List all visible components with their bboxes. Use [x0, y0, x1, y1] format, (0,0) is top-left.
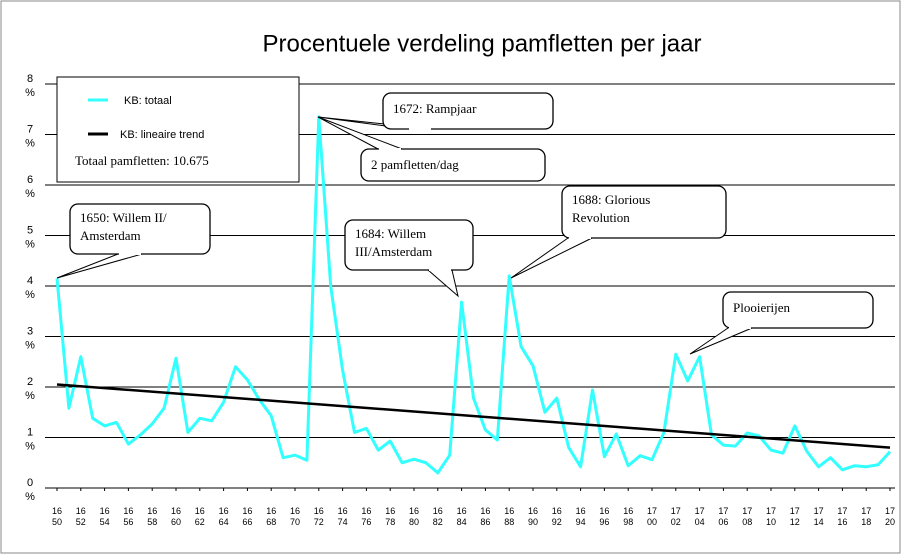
- x-tick-label: 16 68: [266, 506, 276, 527]
- x-tick-label: 16 50: [52, 506, 62, 527]
- callout-text: 1672: Rampjaar: [393, 101, 477, 116]
- data-line: [55, 115, 892, 475]
- y-tick-label: 4%: [25, 275, 35, 301]
- y-tick-label: 2%: [25, 376, 35, 402]
- callout-box: [360, 148, 546, 182]
- x-tick-label: 16 52: [76, 506, 86, 527]
- callout-pointer: [317, 116, 403, 150]
- x-tick-label: 16 78: [385, 506, 395, 527]
- x-tick-label: 16 64: [219, 506, 229, 527]
- y-tick-label: 6%: [25, 174, 35, 200]
- x-tick-label: 16 92: [552, 506, 562, 527]
- x-tick-label: 16 82: [433, 506, 443, 527]
- x-tick-label: 16 70: [290, 506, 300, 527]
- x-tick-label: 16 56: [123, 506, 133, 527]
- x-tick-label: 16 84: [457, 506, 467, 527]
- legend-label: KB: lineaire trend: [120, 129, 204, 141]
- x-tick-label: 16 58: [147, 506, 157, 527]
- x-tick-label: 17 12: [790, 506, 800, 527]
- callout-text: 2 pamfletten/dag: [371, 157, 459, 172]
- callout-text: 1688: Glorious: [572, 192, 650, 207]
- y-tick-label: 8%: [25, 73, 35, 99]
- callout-pointer: [689, 327, 753, 355]
- x-tick-label: 16 94: [576, 506, 586, 527]
- legend-label: KB: totaal: [124, 95, 172, 107]
- x-tick-label: 17 14: [814, 506, 824, 527]
- x-tick-label: 16 98: [623, 506, 633, 527]
- callout-box: [722, 291, 874, 329]
- y-tick-label: 3%: [25, 326, 35, 352]
- callout-text: Plooierijen: [733, 300, 791, 315]
- y-tick-label: 7%: [25, 124, 35, 150]
- callout-box: [382, 92, 554, 130]
- x-tick-label: 16 60: [171, 506, 181, 527]
- x-tick-label: 17 06: [718, 506, 728, 527]
- legend-box: [56, 76, 300, 183]
- x-tick-label: 16 54: [100, 506, 110, 527]
- x-tick-label: 17 04: [695, 506, 705, 527]
- x-tick-label: 16 74: [338, 506, 348, 527]
- callout-box: [344, 219, 474, 271]
- y-tick-label: 1%: [25, 427, 35, 453]
- callout-text: 1650: Willem II/: [80, 210, 167, 225]
- x-tick-label: 17 20: [885, 506, 895, 527]
- x-tick-label: 16 90: [528, 506, 538, 527]
- chart-title: Procentuele verdeling pamfletten per jaa…: [263, 30, 702, 57]
- callout-box: [561, 185, 727, 239]
- y-tick-label: 0%: [25, 477, 35, 503]
- x-tick-label: 17 00: [647, 506, 657, 527]
- x-tick-label: 17 10: [766, 506, 776, 527]
- callout-text: 1684: Willem: [355, 226, 426, 241]
- callout-text: Amsterdam: [80, 228, 141, 243]
- callout-text: Revolution: [572, 210, 630, 225]
- callout-pointer: [427, 269, 459, 298]
- x-tick-label: 16 62: [195, 506, 205, 527]
- x-tick-label: 16 88: [504, 506, 514, 527]
- x-tick-label: 17 02: [671, 506, 681, 527]
- x-tick-label: 16 76: [361, 506, 371, 527]
- x-tick-label: 16 96: [599, 506, 609, 527]
- x-tick-label: 17 16: [837, 506, 847, 527]
- x-tick-label: 16 66: [242, 506, 252, 527]
- callout-pointer: [510, 237, 593, 279]
- callout-pointer: [56, 253, 143, 279]
- x-tick-label: 16 86: [480, 506, 490, 527]
- x-tick-label: 16 72: [314, 506, 324, 527]
- y-tick-label: 5%: [25, 225, 35, 251]
- callout-text: III/Amsterdam: [355, 244, 432, 259]
- legend-note: Totaal pamfletten: 10.675: [75, 153, 209, 168]
- x-tick-label: 16 80: [409, 506, 419, 527]
- x-tick-label: 17 18: [861, 506, 871, 527]
- data-line: [56, 383, 891, 449]
- x-tick-label: 17 08: [742, 506, 752, 527]
